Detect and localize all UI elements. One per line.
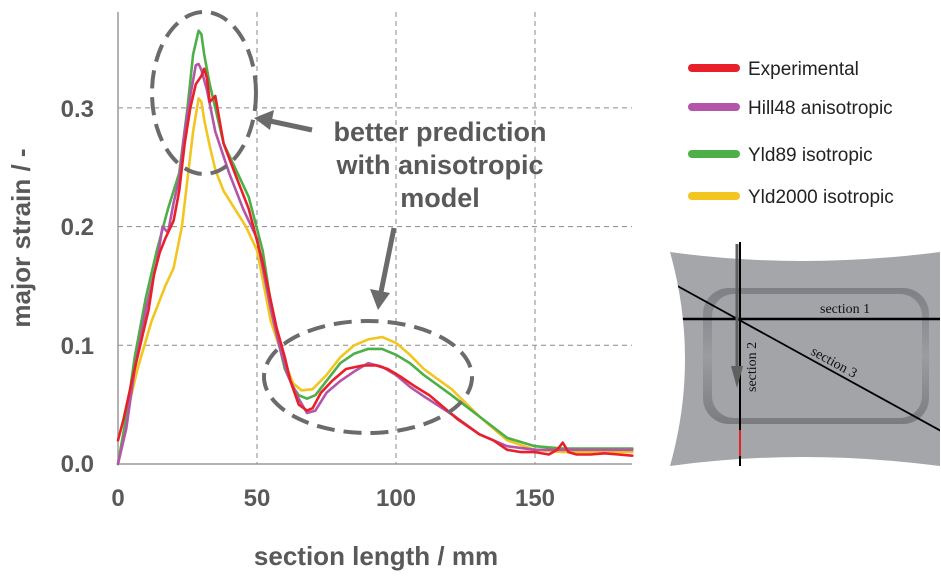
- y-axis-label: major strain / -: [6, 148, 36, 327]
- x-tick-label: 50: [244, 485, 271, 512]
- series-line-yld89-isotropic: [116, 29, 634, 466]
- section-2-label: section 2: [745, 342, 760, 392]
- series-layer: [116, 29, 634, 466]
- y-tick-label: 0.3: [61, 96, 94, 123]
- arrow-left-icon: [254, 110, 313, 133]
- specimen-image: section 1 section 2 section 3: [670, 242, 940, 466]
- legend-label: Experimental: [748, 59, 859, 80]
- y-tick-label: 0.0: [61, 451, 94, 478]
- legend-label: Hill48 anisotropic: [748, 98, 893, 119]
- legend-label: Yld2000 isotropic: [748, 187, 894, 208]
- valley-highlight-ellipse: [262, 319, 474, 435]
- section-2-arrow-icon: [731, 244, 743, 388]
- annotation-line-3: model: [400, 183, 480, 213]
- arrow-down-icon: [370, 227, 397, 310]
- series-line-experimental: [116, 67, 634, 458]
- section-1-label: section 1: [820, 302, 870, 317]
- annotation-line-1: better prediction: [333, 117, 546, 147]
- legend: Experimental Hill48 anisotropic Yld89 is…: [688, 59, 894, 208]
- section-3-line: [671, 282, 940, 432]
- y-tick-label: 0.1: [61, 333, 94, 360]
- annotation-line-2: with anisotropic: [335, 150, 543, 180]
- legend-label: Yld89 isotropic: [748, 145, 873, 166]
- x-tick-label: 100: [376, 485, 416, 512]
- peak-highlight-ellipse: [150, 10, 258, 176]
- x-axis-label: section length / mm: [254, 541, 498, 571]
- specimen-cup: [712, 294, 922, 418]
- series-line-hill48-anisotropic: [116, 62, 634, 466]
- x-tick-label: 150: [515, 485, 555, 512]
- y-tick-label: 0.2: [61, 214, 94, 241]
- grid-lines: [118, 12, 632, 464]
- x-tick-label: 0: [111, 485, 124, 512]
